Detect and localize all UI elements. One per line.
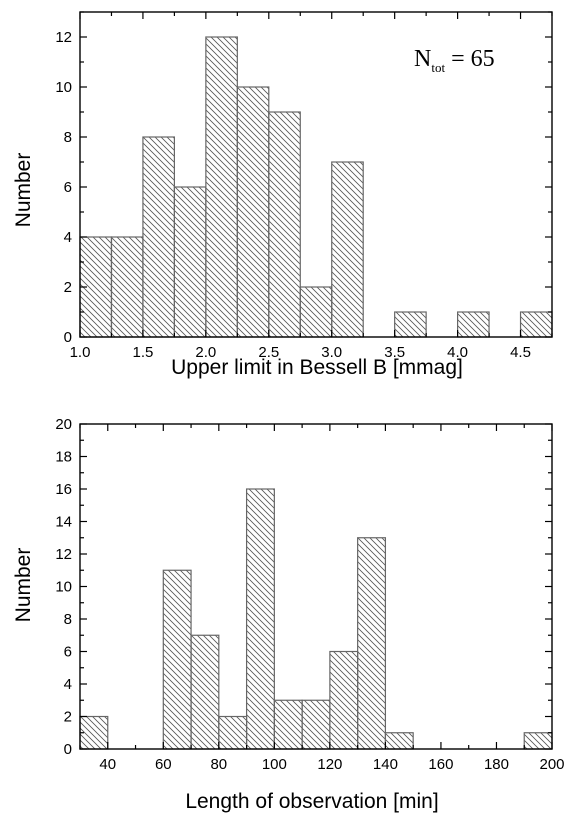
x-tick-label: 40	[99, 756, 116, 773]
plot-frame	[79, 11, 553, 338]
x-tick-label: 1.5	[133, 344, 154, 361]
y-tick-label: 8	[64, 611, 72, 628]
histogram-bar	[384, 732, 414, 750]
histogram-bar	[205, 36, 238, 338]
x-tick-labels: 1.0 1.5 2.0 2.5 3.0 3.5 4.0 4.5	[70, 344, 531, 361]
y-tick-label: 18	[55, 449, 72, 466]
x-tick-label: 1.0	[70, 344, 91, 361]
x-tick-label: 100	[262, 756, 287, 773]
x-axis-title: Upper limit in Bessell B [mmag]	[171, 356, 463, 379]
histogram-bar	[357, 537, 387, 750]
n-symbol: N	[414, 46, 431, 72]
histogram-bar	[299, 286, 333, 338]
histogram-upper-limit: 1.0 1.5 2.0 2.5 3.0 3.5 4.0 4.5 0 2 4 6 8 10 12 Upper…	[12, 11, 553, 379]
y-tick-label: 0	[64, 329, 72, 346]
histogram-bar	[173, 186, 207, 338]
n-total-annotation: Ntot = 65	[414, 46, 495, 75]
y-tick-label: 10	[55, 79, 72, 96]
histogram-bar	[190, 634, 220, 750]
histogram-bar	[329, 650, 359, 750]
y-tick-label: 4	[64, 676, 72, 693]
x-tick-label: 3.5	[384, 344, 405, 361]
x-tick-label: 4.5	[510, 344, 531, 361]
y-tick-label: 20	[55, 416, 72, 433]
x-tick-label: 3.0	[321, 344, 342, 361]
histogram-bar	[331, 161, 364, 338]
x-tick-label: 140	[373, 756, 398, 773]
y-tick-label: 10	[55, 579, 72, 596]
y-tick-label: 16	[55, 481, 72, 498]
y-tick-label: 0	[64, 741, 72, 758]
histogram-bar	[268, 111, 301, 338]
y-tick-labels: 0 2 4 6 8 10 12 14 16 18 20	[55, 416, 72, 758]
x-tick-label: 2.0	[195, 344, 216, 361]
y-tick-labels: 0 2 4 6 8 10 12	[55, 29, 72, 346]
histogram-bar	[523, 732, 553, 750]
histogram-bar	[519, 311, 553, 338]
bars	[79, 488, 553, 750]
ticks	[79, 11, 553, 338]
histogram-bar	[162, 569, 192, 750]
histogram-bar	[236, 86, 270, 338]
histogram-observation-length: 40 60 80 100 120 140 160 180 200 0 2 4 6 8 10 12 14 16 18…	[12, 416, 565, 813]
histogram-bar	[110, 236, 144, 338]
y-tick-label: 4	[64, 229, 72, 246]
y-tick-label: 8	[64, 129, 72, 146]
histogram-bar	[142, 136, 176, 338]
x-tick-label: 160	[428, 756, 453, 773]
x-tick-label: 4.0	[447, 344, 468, 361]
x-tick-label: 200	[539, 756, 564, 773]
y-tick-label: 2	[64, 709, 72, 726]
y-tick-label: 12	[55, 546, 72, 563]
n-subscript: tot	[431, 60, 445, 75]
y-axis-title: Number	[12, 548, 35, 623]
bars	[79, 36, 553, 338]
histogram-bar	[218, 715, 248, 750]
histogram-bar	[273, 699, 303, 750]
y-axis-title: Number	[12, 153, 35, 228]
y-tick-label: 6	[64, 179, 72, 196]
x-axis-title: Length of observation [min]	[185, 790, 438, 813]
n-value: = 65	[445, 46, 495, 72]
y-tick-label: 14	[55, 514, 72, 531]
x-tick-label: 2.5	[258, 344, 279, 361]
x-tick-label: 180	[484, 756, 509, 773]
ticks	[79, 423, 553, 750]
y-tick-label: 2	[64, 279, 72, 296]
histogram-bar	[245, 488, 275, 750]
x-tick-labels: 40 60 80 100 120 140 160 180 200	[99, 756, 564, 773]
x-tick-label: 60	[155, 756, 172, 773]
histogram-bar	[301, 699, 331, 750]
x-tick-label: 120	[317, 756, 342, 773]
y-tick-label: 12	[55, 29, 72, 46]
histogram-bar	[457, 311, 490, 338]
histogram-bar	[79, 715, 109, 750]
histogram-bar	[394, 311, 427, 338]
x-tick-label: 80	[210, 756, 227, 773]
y-tick-label: 6	[64, 644, 72, 661]
